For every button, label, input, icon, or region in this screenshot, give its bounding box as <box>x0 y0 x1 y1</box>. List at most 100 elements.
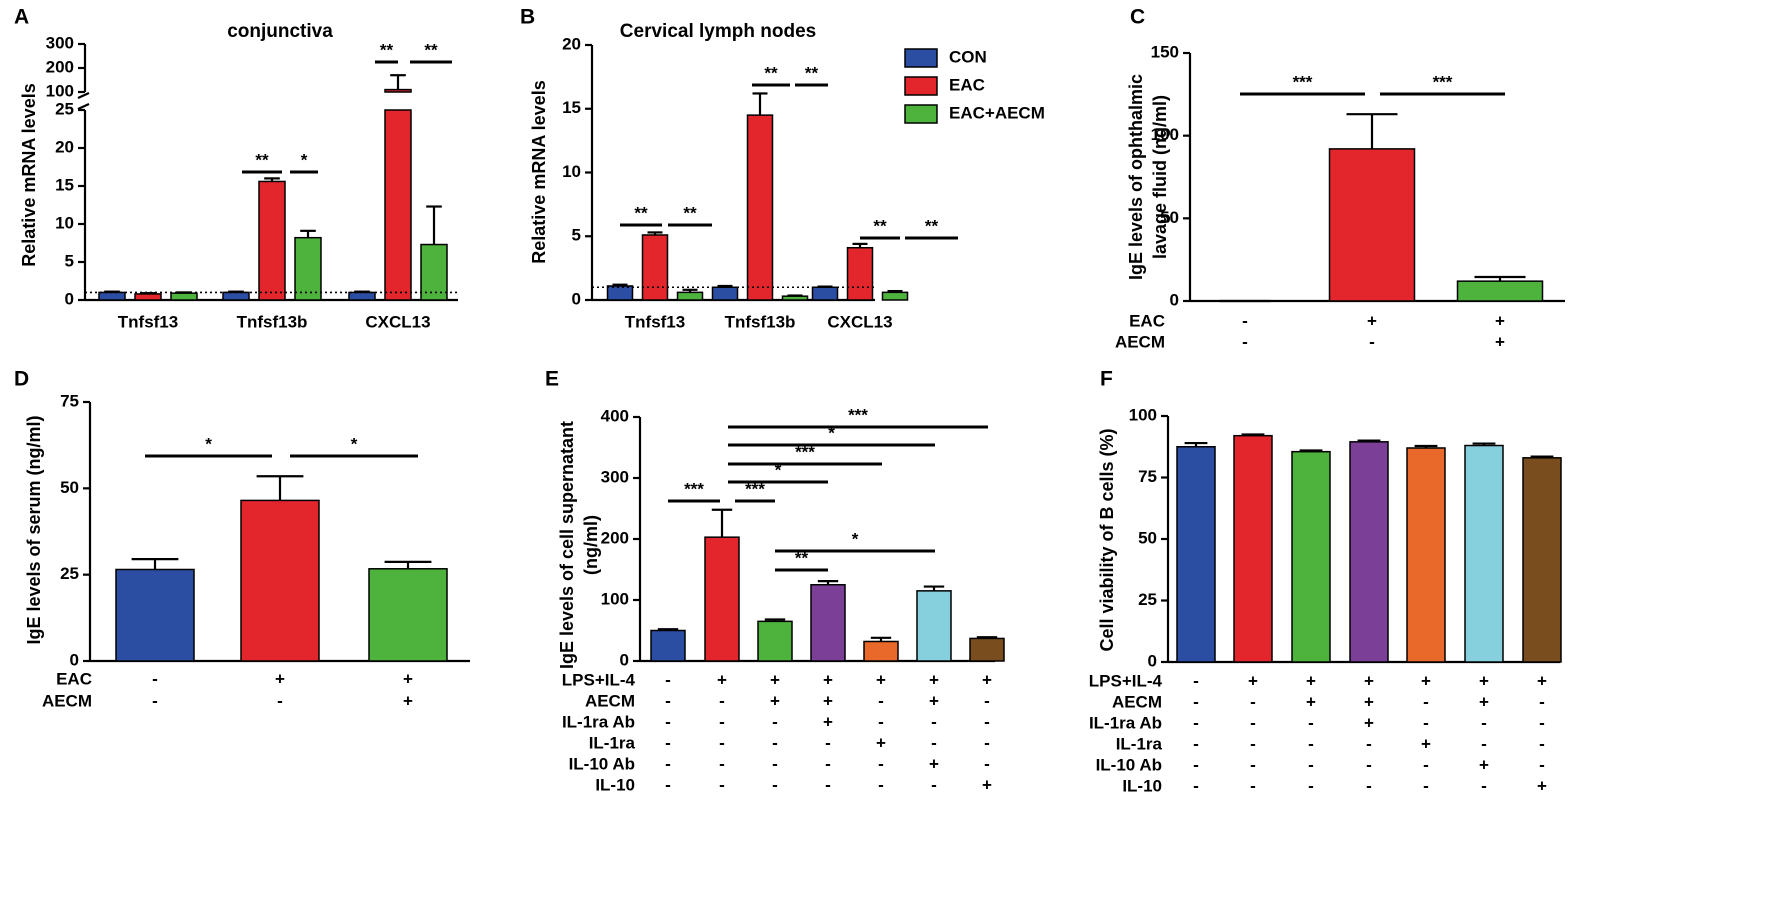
condition-value: - <box>772 733 778 752</box>
panel: F Cell viability of B cells (%) 0 25 50 75 100… <box>1089 368 1562 795</box>
condition-label: AECM <box>1112 692 1162 711</box>
condition-value: - <box>931 775 937 794</box>
condition-value: - <box>1423 692 1429 711</box>
y-axis-label: IgE levels of serum (ng/ml) <box>24 415 44 644</box>
y-axis-label: lavage fluid (ng/ml) <box>1150 95 1170 259</box>
condition-value: - <box>1193 776 1199 795</box>
significance-label: ** <box>795 548 809 567</box>
condition-value: + <box>1421 734 1431 753</box>
condition-value: - <box>1366 776 1372 795</box>
bar <box>1176 446 1216 663</box>
condition-value: - <box>719 775 725 794</box>
condition-value: + <box>982 775 992 794</box>
condition-value: + <box>1537 671 1547 690</box>
condition-value: - <box>1193 692 1199 711</box>
condition-value: - <box>1481 776 1487 795</box>
condition-value: - <box>1423 776 1429 795</box>
y-tick-label: 10 <box>55 213 74 232</box>
y-axis-label: Relative mRNA levels <box>19 83 39 266</box>
significance-label: * <box>775 460 782 479</box>
condition-value: - <box>1308 713 1314 732</box>
bar <box>384 109 412 301</box>
y-tick-label: 50 <box>60 478 79 497</box>
y-tick-label: 0 <box>65 289 74 308</box>
condition-value: - <box>772 775 778 794</box>
condition-value: - <box>984 733 990 752</box>
legend-label: EAC <box>949 75 985 94</box>
x-tick-label: Tnfsf13 <box>625 312 685 331</box>
condition-label: LPS+IL-4 <box>562 670 636 689</box>
bar <box>368 568 448 662</box>
condition-value: + <box>1495 332 1505 351</box>
condition-value: - <box>1423 713 1429 732</box>
bar <box>704 536 740 662</box>
condition-value: - <box>1539 755 1545 774</box>
significance-label: *** <box>745 479 765 498</box>
condition-value: - <box>152 669 158 688</box>
condition-value: - <box>931 733 937 752</box>
x-tick-label: Tnfsf13b <box>237 312 308 331</box>
legend-swatch <box>904 76 938 96</box>
y-tick-label: 15 <box>55 175 74 194</box>
bar <box>240 499 320 662</box>
significance-label: * <box>205 434 212 453</box>
condition-value: - <box>665 691 671 710</box>
condition-value: + <box>770 691 780 710</box>
bar <box>258 180 286 301</box>
condition-value: + <box>1479 671 1489 690</box>
significance-label: *** <box>684 479 704 498</box>
bar <box>115 568 195 662</box>
condition-value: + <box>1364 713 1374 732</box>
condition-value: - <box>931 712 937 731</box>
bar <box>863 640 899 662</box>
y-tick-label: 200 <box>46 57 74 76</box>
condition-value: - <box>1250 692 1256 711</box>
panel-letter: B <box>520 6 535 29</box>
condition-value: + <box>1364 671 1374 690</box>
condition-value: - <box>984 691 990 710</box>
condition-value: - <box>1308 734 1314 753</box>
condition-value: + <box>403 669 413 688</box>
condition-label: EAC <box>1129 311 1165 330</box>
y-tick-label: 20 <box>562 34 581 53</box>
y-axis-label: IgE levels of ophthalmic <box>1126 74 1146 280</box>
panel: C IgE levels of ophthalmic lavage fluid (n… <box>1115 6 1565 351</box>
condition-value: - <box>1481 734 1487 753</box>
condition-value: + <box>876 733 886 752</box>
condition-value: - <box>1193 671 1199 690</box>
bar <box>916 590 952 662</box>
chart-title: Cervical lymph nodes <box>620 21 816 42</box>
condition-label: IL-1ra Ab <box>1089 713 1162 732</box>
condition-value: - <box>1539 713 1545 732</box>
significance-label: * <box>351 434 358 453</box>
bar <box>1233 434 1273 663</box>
significance-label: ** <box>380 40 394 59</box>
x-tick-label: Tnfsf13 <box>118 312 178 331</box>
condition-value: + <box>1248 671 1258 690</box>
bar <box>676 291 704 301</box>
condition-value: - <box>1366 734 1372 753</box>
condition-value: - <box>878 754 884 773</box>
x-tick-label: CXCL13 <box>365 312 430 331</box>
bar <box>811 286 839 301</box>
significance-label: ** <box>634 203 648 222</box>
condition-value: - <box>878 775 884 794</box>
bar <box>420 243 448 301</box>
condition-value: + <box>770 670 780 689</box>
bar <box>222 291 250 301</box>
y-tick-label: 75 <box>1138 467 1157 486</box>
y-tick-label: 100 <box>601 589 629 608</box>
condition-value: + <box>1306 671 1316 690</box>
condition-value: + <box>982 670 992 689</box>
bar <box>1291 450 1331 663</box>
chart-title: conjunctiva <box>227 21 333 42</box>
condition-value: - <box>1308 755 1314 774</box>
y-tick-label: 5 <box>572 226 581 245</box>
condition-value: - <box>1539 692 1545 711</box>
bar <box>134 293 162 301</box>
condition-value: + <box>717 670 727 689</box>
condition-label: IL-10 <box>595 775 635 794</box>
condition-value: + <box>876 670 886 689</box>
significance-label: *** <box>1433 72 1453 91</box>
